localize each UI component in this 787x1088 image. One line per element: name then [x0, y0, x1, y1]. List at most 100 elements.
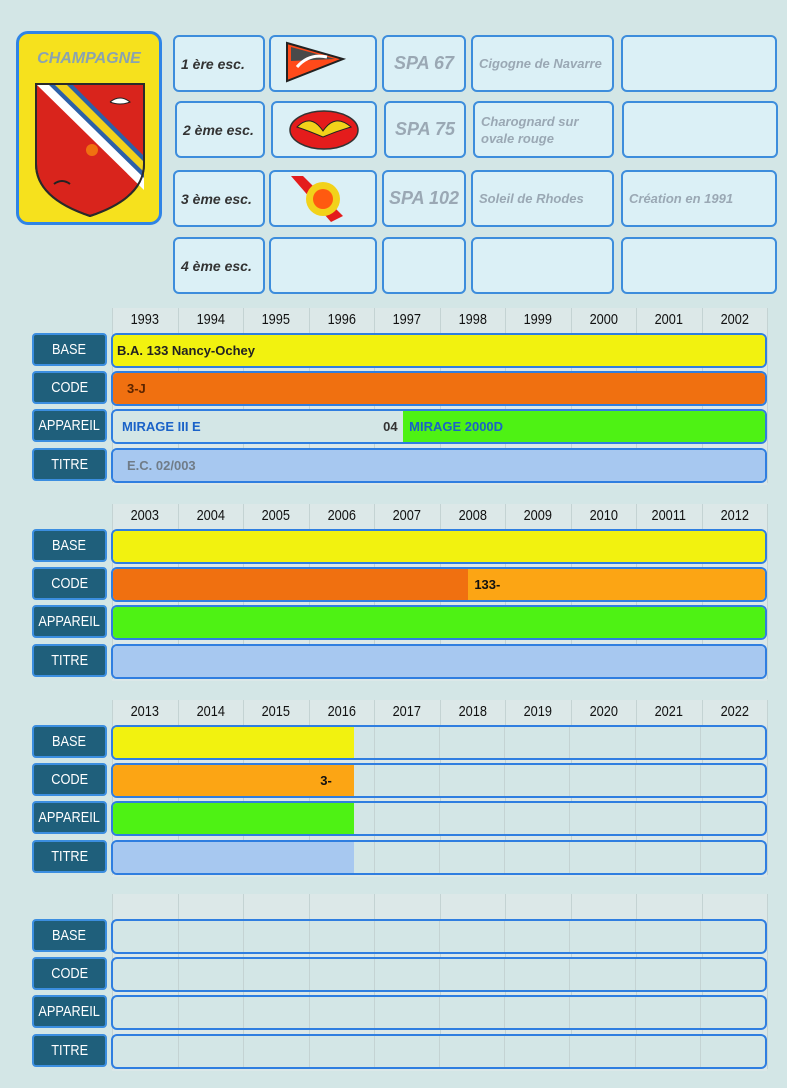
bar-grid-line — [308, 959, 310, 990]
sun-badge-icon — [291, 176, 343, 222]
bar-grid-line — [569, 727, 571, 758]
esc-1-badge-cell — [269, 35, 377, 92]
year-label: 2019 — [523, 703, 552, 720]
year-label: 1998 — [458, 311, 487, 328]
row-label-text: APPAREIL — [38, 613, 101, 630]
row-label-titre: TITRE — [32, 644, 107, 677]
bar-grid-line — [634, 765, 636, 796]
bar-grid-line — [504, 765, 506, 796]
year-label: 2006 — [327, 507, 356, 524]
base-fill — [113, 727, 355, 758]
row-label-text: APPAREIL — [38, 1003, 101, 1020]
row-label-titre: TITRE — [32, 840, 107, 873]
code-row-bar: 3-J — [111, 371, 767, 406]
esc-3-label: 3 ème esc. — [173, 170, 265, 227]
year-label: 2001 — [654, 311, 683, 328]
row-label-text: TITRE — [51, 456, 88, 473]
code-text: 3- — [320, 773, 332, 788]
base-fill — [113, 335, 765, 366]
bar-grid-line — [634, 997, 636, 1028]
bar-grid-line — [243, 921, 245, 952]
bar-grid-line — [699, 1036, 701, 1067]
bar-grid-line — [634, 921, 636, 952]
base-row-bar — [111, 529, 767, 564]
appareil-change-marker: 04 — [383, 419, 398, 434]
year-label: 2003 — [130, 507, 159, 524]
bar-grid-line — [373, 803, 375, 834]
appareil-fill — [113, 607, 765, 638]
appareil-fill — [403, 411, 765, 442]
esc-2-label: 2 ème esc. — [175, 101, 265, 158]
grid-line — [767, 894, 768, 1069]
bar-grid-line — [699, 727, 701, 758]
row-label-text: CODE — [51, 965, 88, 982]
grid-line — [767, 504, 768, 679]
esc-3-note: Création en 1991 — [621, 170, 777, 227]
year-label: 2016 — [327, 703, 356, 720]
bar-grid-line — [439, 842, 440, 873]
row-label-text: CODE — [51, 575, 88, 592]
code-row-bar: 133- — [111, 567, 767, 602]
esc-1-spa: SPA 67 — [382, 35, 466, 92]
row-label-text: TITRE — [51, 1042, 88, 1059]
grid-line — [767, 700, 768, 875]
bar-grid-line — [373, 842, 375, 873]
champagne-coat-of-arms-icon — [35, 83, 145, 218]
row-label-appareil: APPAREIL — [32, 995, 107, 1028]
code-fill — [113, 765, 355, 796]
esc-4-spa — [382, 237, 466, 294]
bar-grid-line — [634, 803, 636, 834]
esc-4-note — [621, 237, 777, 294]
bar-grid-line — [439, 921, 440, 952]
row-label-code: CODE — [32, 763, 107, 796]
row-label-code: CODE — [32, 957, 107, 990]
year-label: 1993 — [130, 311, 159, 328]
year-label: 2022 — [720, 703, 749, 720]
esc-1-label: 1 ère esc. — [173, 35, 265, 92]
row-label-text: CODE — [51, 771, 88, 788]
row-label-base: BASE — [32, 333, 107, 366]
bar-grid-line — [373, 727, 375, 758]
bar-grid-line — [504, 803, 506, 834]
appareil-fill — [113, 803, 355, 834]
esc-3-badge-cell — [269, 170, 377, 227]
year-label: 2015 — [261, 703, 290, 720]
base-fill — [113, 531, 765, 562]
year-label: 1995 — [261, 311, 290, 328]
base-text: B.A. 133 Nancy-Ochey — [117, 343, 256, 358]
year-label: 2009 — [523, 507, 552, 524]
appareil-text-before: MIRAGE III E — [122, 419, 201, 434]
bar-grid-line — [569, 842, 571, 873]
appareil-row-bar — [111, 801, 767, 836]
appareil-fill-before — [113, 411, 404, 442]
row-label-titre: TITRE — [32, 1034, 107, 1067]
bar-grid-line — [243, 1036, 245, 1067]
esc-2-badge-cell — [271, 101, 377, 158]
year-label: 2018 — [458, 703, 487, 720]
row-label-text: TITRE — [51, 652, 88, 669]
titre-fill — [113, 646, 765, 677]
titre-fill — [113, 842, 355, 873]
bar-grid-line — [178, 997, 180, 1028]
code-text: 3-J — [127, 381, 146, 396]
year-label: 1999 — [523, 311, 552, 328]
year-label: 2002 — [720, 311, 749, 328]
year-label: 2004 — [196, 507, 225, 524]
year-label: 2020 — [589, 703, 618, 720]
code-row-bar — [111, 957, 767, 992]
year-label: 1997 — [392, 311, 421, 328]
titre-fill — [113, 450, 765, 481]
bar-grid-line — [439, 727, 440, 758]
bar-grid-line — [569, 765, 571, 796]
code-fill-dark — [113, 569, 469, 600]
appareil-text-after: MIRAGE 2000D — [409, 419, 504, 434]
bar-grid-line — [178, 1036, 180, 1067]
esc-1-note — [621, 35, 777, 92]
row-label-text: BASE — [52, 733, 87, 750]
appareil-row-bar — [111, 605, 767, 640]
base-row-bar: B.A. 133 Nancy-Ochey — [111, 333, 767, 368]
esc-3-spa: SPA 102 — [382, 170, 466, 227]
bar-grid-line — [634, 842, 636, 873]
red-oval-vulture-badge-icon — [289, 110, 359, 150]
row-label-code: CODE — [32, 371, 107, 404]
